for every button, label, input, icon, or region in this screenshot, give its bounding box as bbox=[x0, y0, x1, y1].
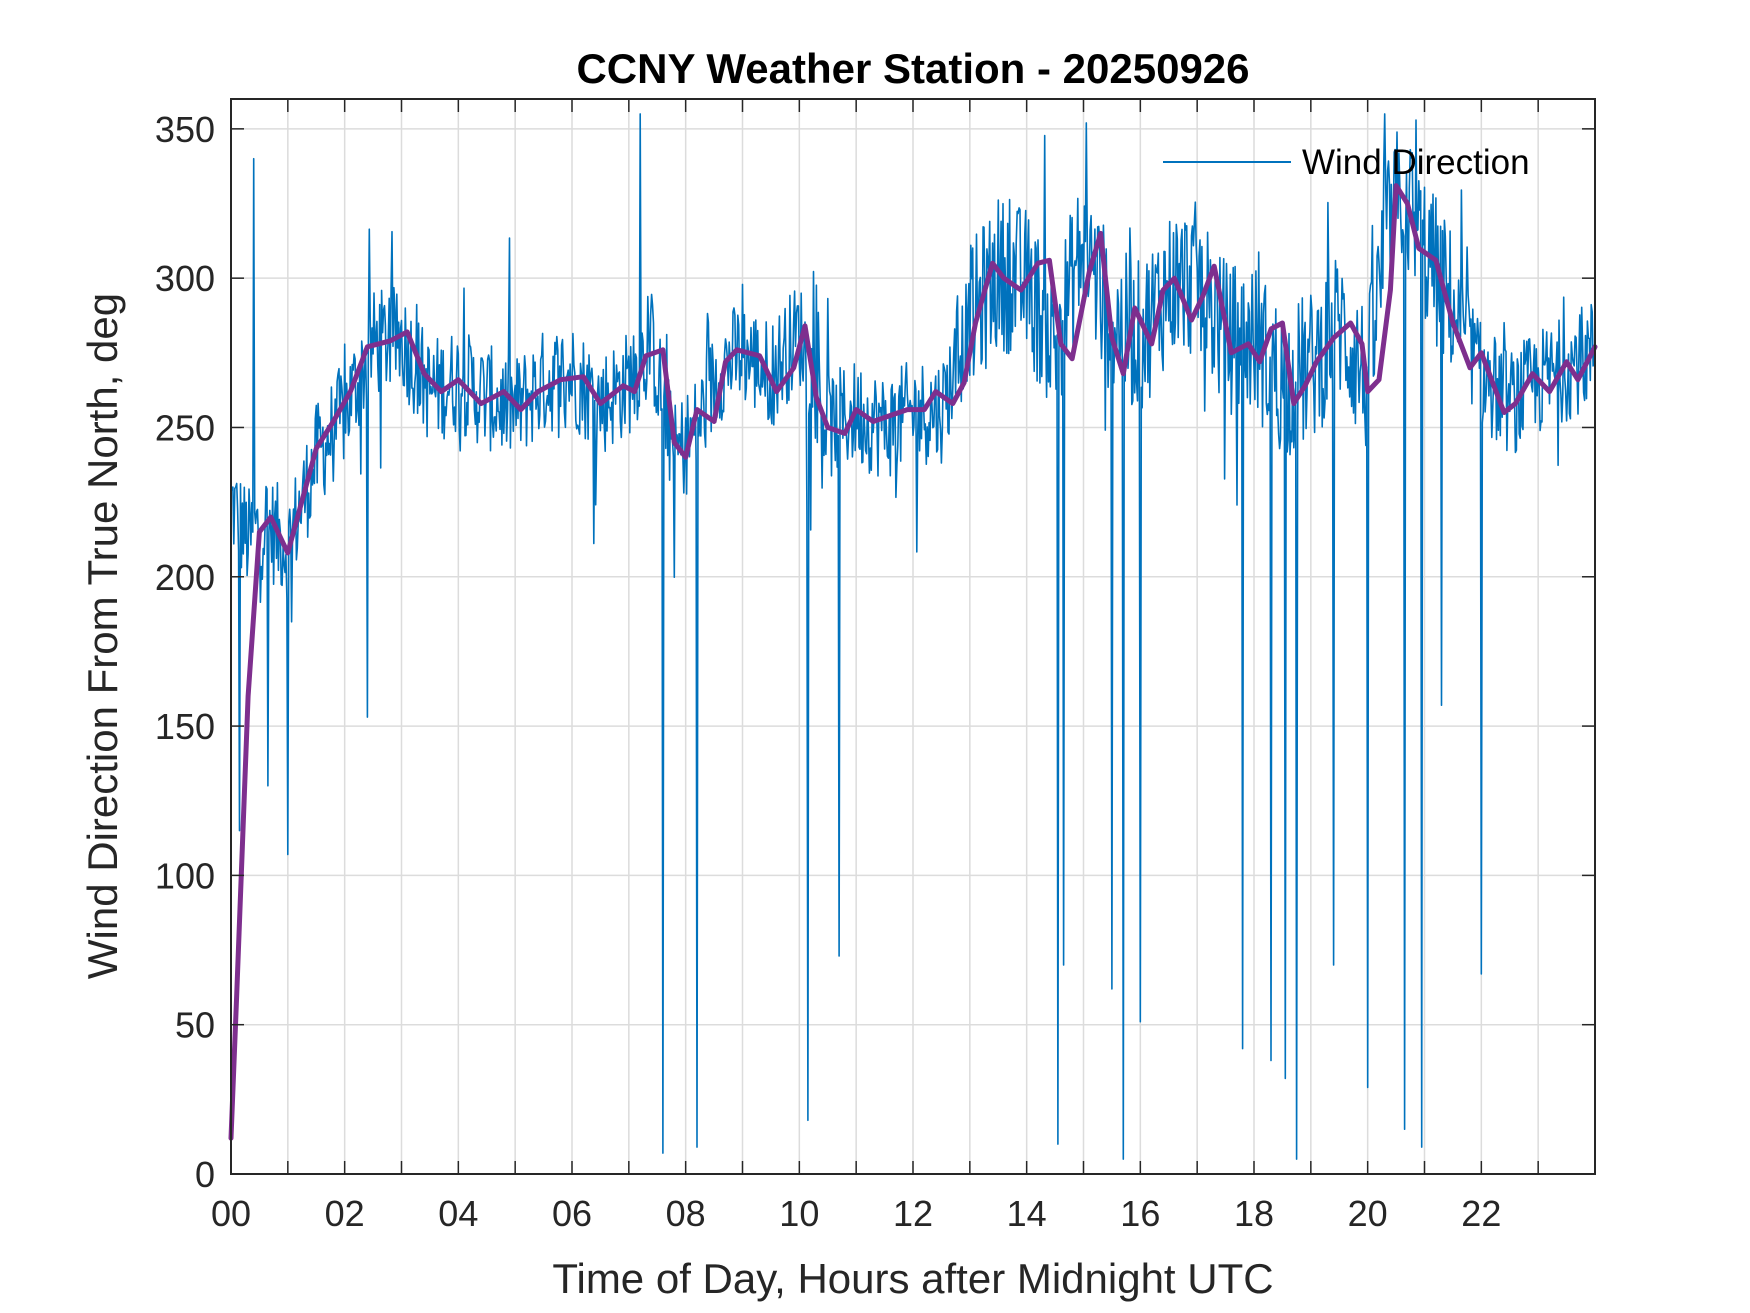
legend-label-wind-direction: Wind Direction bbox=[1302, 143, 1530, 182]
y-tick-label: 200 bbox=[155, 557, 215, 598]
x-tick-label: 00 bbox=[211, 1193, 251, 1234]
legend: Wind Direction bbox=[1163, 143, 1530, 182]
x-axis-label: Time of Day, Hours after Midnight UTC bbox=[552, 1255, 1273, 1302]
data-series bbox=[228, 113, 1598, 1160]
x-tick-label: 20 bbox=[1348, 1193, 1388, 1234]
y-tick-label: 350 bbox=[155, 109, 215, 150]
x-tick-label: 06 bbox=[552, 1193, 592, 1234]
y-tick-label: 0 bbox=[195, 1154, 215, 1195]
y-tick-label: 300 bbox=[155, 258, 215, 299]
y-tick-label: 150 bbox=[155, 706, 215, 747]
y-tick-label: 50 bbox=[175, 1005, 215, 1046]
y-tick-label: 100 bbox=[155, 855, 215, 896]
x-tick-label: 12 bbox=[893, 1193, 933, 1234]
axis-ticks bbox=[230, 99, 1596, 1175]
x-tick-label: 16 bbox=[1120, 1193, 1160, 1234]
x-tick-label: 02 bbox=[325, 1193, 365, 1234]
grid-lines bbox=[231, 99, 1595, 1174]
x-tick-label: 22 bbox=[1461, 1193, 1501, 1234]
x-tick-label: 18 bbox=[1234, 1193, 1274, 1234]
x-tick-label: 10 bbox=[779, 1193, 819, 1234]
x-tick-label: 04 bbox=[438, 1193, 478, 1234]
x-tick-label: 14 bbox=[1007, 1193, 1047, 1234]
chart-title: CCNY Weather Station - 20250926 bbox=[576, 45, 1249, 92]
x-tick-label: 08 bbox=[666, 1193, 706, 1234]
y-axis-label: Wind Direction From True North, deg bbox=[79, 293, 126, 979]
y-tick-label: 250 bbox=[155, 407, 215, 448]
series-line-smoothed bbox=[228, 183, 1598, 1141]
tick-labels: 00 02 04 06 08 10 12 14 16 18 20 22 0 50 100 150 200 250 3… bbox=[155, 109, 1501, 1234]
series-line-wind-direction bbox=[230, 113, 1596, 1160]
